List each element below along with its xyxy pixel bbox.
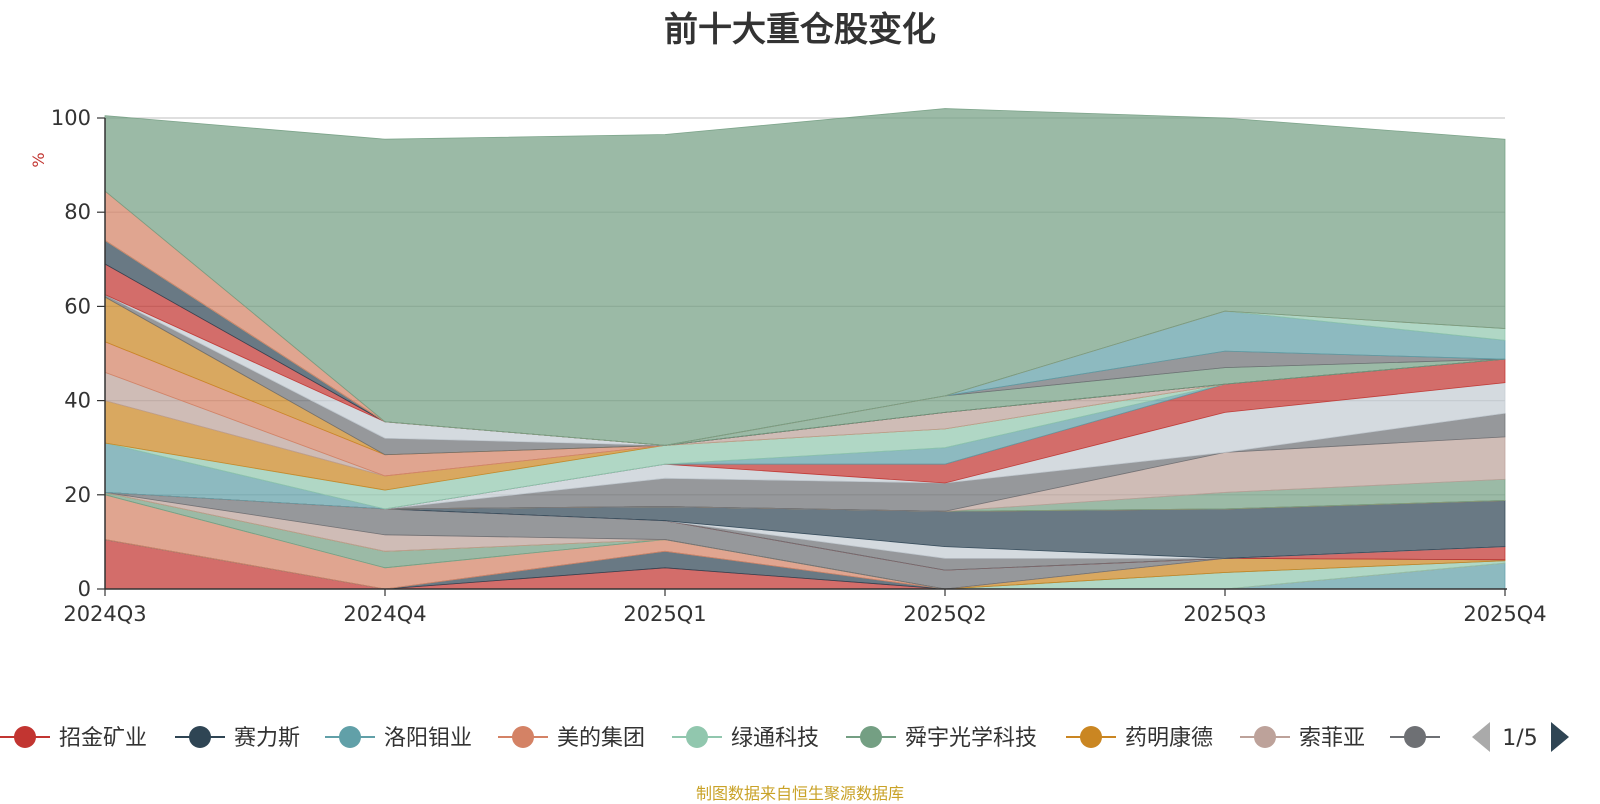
y-tick-label: 0: [78, 577, 91, 601]
legend-pager: 1/5: [1472, 722, 1569, 752]
legend-marker: [189, 726, 211, 748]
legend-label: 舜宇光学科技: [905, 726, 1037, 751]
pager-next-icon[interactable]: [1551, 722, 1569, 752]
legend-item[interactable]: 洛阳钼业: [325, 726, 472, 751]
legend-marker: [860, 726, 882, 748]
x-tick-label: 2025Q3: [1183, 602, 1266, 626]
y-axis-unit-label: %: [29, 152, 48, 167]
legend-label: 洛阳钼业: [384, 726, 472, 751]
legend-item[interactable]: [1390, 726, 1440, 748]
pager-label: 1/5: [1502, 726, 1537, 751]
legend-item[interactable]: 索菲亚: [1240, 726, 1365, 751]
legend-label: 美的集团: [557, 726, 645, 751]
y-tick-label: 80: [64, 200, 91, 224]
legend-label: 绿通科技: [731, 726, 819, 751]
legend-label: 赛力斯: [234, 726, 300, 751]
legend-item[interactable]: 赛力斯: [175, 726, 300, 751]
legend-marker: [1404, 726, 1426, 748]
area-series: [104, 108, 1506, 590]
y-tick-label: 40: [64, 389, 91, 413]
legend-item[interactable]: 美的集团: [498, 726, 645, 751]
legend-label: 招金矿业: [59, 726, 147, 751]
axes: [104, 118, 1507, 590]
pager-prev-icon[interactable]: [1472, 722, 1490, 752]
x-tick-label: 2025Q2: [903, 602, 986, 626]
legend-label: 索菲亚: [1299, 726, 1365, 751]
y-tick-label: 100: [51, 106, 91, 130]
chart-title: 前十大重仓股变化: [664, 10, 936, 50]
legend-item[interactable]: 舜宇光学科技: [846, 726, 1037, 751]
legend-marker: [1254, 726, 1276, 748]
x-tick-label: 2024Q4: [343, 602, 426, 626]
x-tick-label: 2025Q1: [623, 602, 706, 626]
legend-marker: [14, 726, 36, 748]
data-source-note: 制图数据来自恒生聚源数据库: [695, 784, 904, 803]
area-series-第三十六股[interactable]: [104, 108, 1506, 446]
legend-item[interactable]: 招金矿业: [0, 726, 147, 751]
legend-label: 药明康德: [1125, 726, 1213, 751]
x-tick-label: 2025Q4: [1463, 602, 1546, 626]
legend-item[interactable]: 药明康德: [1066, 726, 1213, 751]
legend-marker: [339, 726, 361, 748]
y-tick-label: 20: [64, 483, 91, 507]
legend-marker: [512, 726, 534, 748]
tick-labels: 0 20 40 60 80 100 2024Q3 2024Q4 2025Q1 2025Q2 2025…: [51, 106, 1547, 626]
legend[interactable]: 招金矿业 赛力斯 洛阳钼业 美的集团 绿通科技 舜宇光学科技 药明康德 索菲亚: [0, 726, 1440, 751]
y-tick-label: 60: [64, 294, 91, 318]
legend-marker: [686, 726, 708, 748]
x-tick-label: 2024Q3: [63, 602, 146, 626]
legend-item[interactable]: 绿通科技: [672, 726, 819, 751]
legend-marker: [1080, 726, 1102, 748]
